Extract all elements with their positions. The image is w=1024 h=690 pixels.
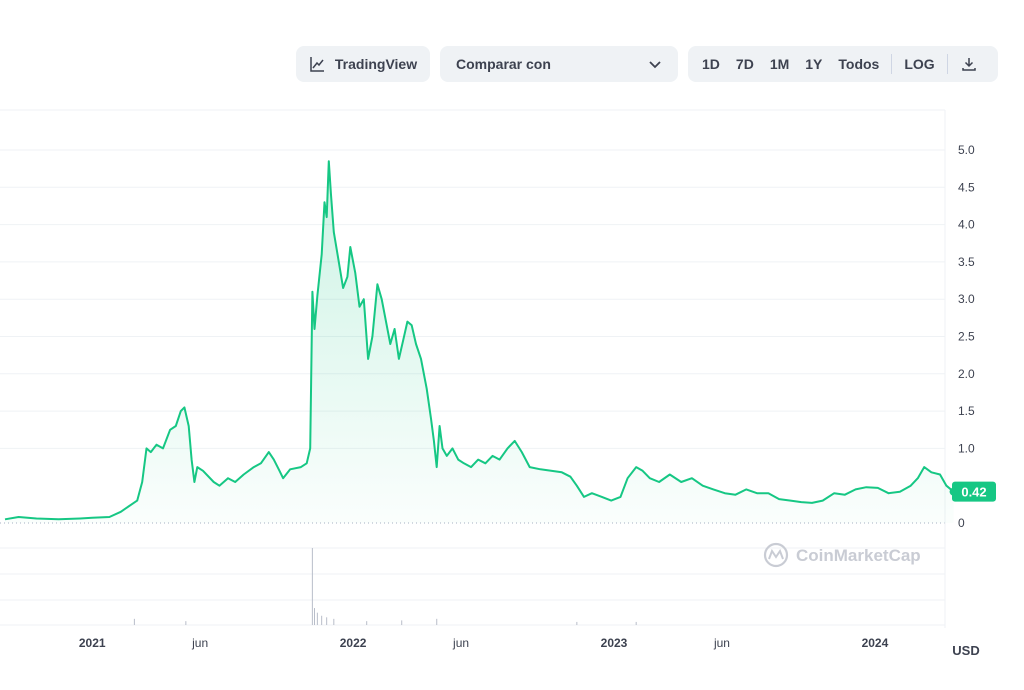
compare-dropdown[interactable]: Comparar con: [440, 46, 678, 82]
y-tick-label: 1.5: [958, 404, 975, 418]
tradingview-line-icon: [310, 57, 324, 72]
y-tick-label: 3.0: [958, 292, 975, 306]
y-tick-label: 4.5: [958, 180, 975, 194]
x-tick-label: 2021: [79, 636, 106, 650]
download-button[interactable]: [952, 50, 986, 78]
watermark-text: CoinMarketCap: [796, 546, 921, 565]
x-tick-label: 2024: [862, 636, 889, 650]
range-selector: 1D 7D 1M 1Y Todos LOG: [688, 46, 998, 82]
download-icon: [961, 58, 976, 71]
price-line: [4, 160, 955, 521]
current-price-label: 0.42: [961, 485, 986, 500]
y-tick-label: 2.5: [958, 330, 975, 344]
range-1d-button[interactable]: 1D: [702, 56, 720, 72]
range-all-button[interactable]: Todos: [838, 56, 880, 72]
y-axis: 0 1.0 1.5 2.0 2.5 3.0 3.5 4.0 4.5 5.0: [958, 143, 975, 530]
separator: [946, 54, 948, 74]
y-tick-label: 2.0: [958, 367, 975, 381]
x-tick-label: jun: [452, 636, 469, 650]
y-tick-label: 0: [958, 516, 965, 530]
coinmarketcap-logo-icon: [763, 542, 789, 568]
volume-panel: [0, 547, 945, 626]
y-tick-label: 4.0: [958, 218, 975, 232]
price-area: [4, 160, 958, 523]
log-scale-button[interactable]: LOG: [904, 56, 935, 72]
tradingview-button[interactable]: TradingView: [296, 46, 430, 82]
currency-label: USD: [952, 643, 979, 658]
x-tick-label: jun: [191, 636, 208, 650]
current-price-badge: 0.42: [952, 481, 996, 502]
range-1m-button[interactable]: 1M: [769, 56, 790, 72]
separator: [891, 54, 893, 74]
price-area-fill: [5, 161, 954, 523]
tradingview-label: TradingView: [334, 56, 418, 72]
x-axis: 2021 jun 2022 jun 2023 jun 2024: [79, 636, 889, 650]
x-tick-label: 2022: [340, 636, 367, 650]
range-1y-button[interactable]: 1Y: [805, 56, 823, 72]
range-7d-button[interactable]: 7D: [735, 56, 754, 72]
chart-toolbar: TradingView Comparar con 1D 7D 1M 1Y Tod…: [0, 46, 1024, 84]
chevron-down-icon: [649, 61, 661, 69]
x-tick-label: jun: [713, 636, 730, 650]
y-tick-label: 1.0: [958, 441, 975, 455]
watermark: CoinMarketCap: [763, 542, 921, 568]
y-tick-label: 3.5: [958, 255, 975, 269]
compare-label: Comparar con: [456, 56, 551, 72]
y-tick-label: 5.0: [958, 143, 975, 157]
x-tick-label: 2023: [601, 636, 628, 650]
